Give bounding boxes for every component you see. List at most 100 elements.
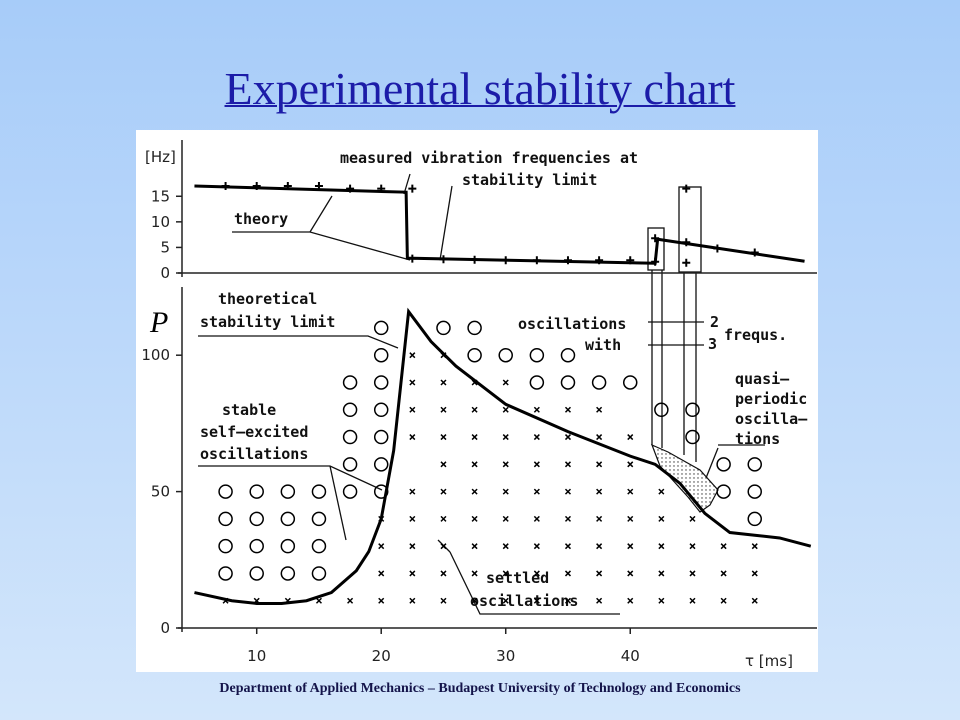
cross-marker xyxy=(596,461,603,468)
cross-marker xyxy=(751,597,758,604)
plus-marker xyxy=(283,182,292,191)
annotation: oscillations xyxy=(200,445,308,463)
y-tick-label: 50 xyxy=(151,483,170,501)
cross-marker xyxy=(720,597,727,604)
annotation: theory xyxy=(234,210,288,228)
cross-marker xyxy=(564,515,572,522)
plus-marker xyxy=(563,256,572,265)
circle-marker xyxy=(280,538,296,554)
cross-marker xyxy=(471,379,478,386)
cross-marker xyxy=(596,597,603,604)
cross-marker xyxy=(751,543,758,550)
cross-marker xyxy=(471,461,478,468)
cross-marker xyxy=(658,597,665,604)
circle-marker xyxy=(560,347,576,363)
plus-marker xyxy=(532,256,541,265)
cross-marker xyxy=(378,597,385,604)
circle-marker xyxy=(373,457,389,472)
cross-marker xyxy=(440,543,447,550)
circle-marker xyxy=(342,484,358,499)
annotation: tions xyxy=(735,430,780,448)
circle-marker xyxy=(654,402,669,418)
cross-marker xyxy=(409,543,416,550)
x-tick-label: 20 xyxy=(372,647,391,665)
cross-marker xyxy=(627,515,634,522)
cross-marker xyxy=(596,488,603,495)
cross-marker xyxy=(502,406,509,413)
plus-marker xyxy=(651,257,660,266)
cross-marker xyxy=(440,379,447,386)
plus-marker xyxy=(470,255,479,264)
cross-marker xyxy=(409,406,416,413)
circle-marker xyxy=(373,484,389,499)
cross-marker xyxy=(253,597,260,604)
plus-marker xyxy=(682,238,691,247)
circle-marker xyxy=(591,375,607,390)
cross-marker xyxy=(533,461,540,468)
plus-marker xyxy=(221,182,230,191)
cross-marker xyxy=(533,434,540,441)
cross-marker xyxy=(222,597,229,604)
circle-marker xyxy=(747,457,762,472)
cross-marker xyxy=(720,570,727,577)
slide-title: Experimental stability chart xyxy=(224,63,736,114)
circle-marker xyxy=(249,566,264,581)
cross-marker xyxy=(689,543,696,550)
plus-marker xyxy=(408,184,417,193)
circle-marker xyxy=(436,320,451,336)
circle-marker xyxy=(311,566,327,581)
plus-marker xyxy=(377,184,386,193)
cross-marker xyxy=(409,488,416,495)
plus-marker xyxy=(439,255,448,264)
y-tick-label: 10 xyxy=(151,213,170,231)
y-tick-label: 100 xyxy=(141,346,170,364)
circle-marker xyxy=(747,484,762,499)
cross-marker xyxy=(658,488,665,495)
cross-marker xyxy=(564,570,572,577)
circle-marker xyxy=(342,402,358,418)
annotation: stability limit xyxy=(462,171,597,189)
cross-marker xyxy=(440,515,447,522)
x-axis-label: τ [ms] xyxy=(745,652,793,670)
plus-marker xyxy=(682,184,691,193)
cross-marker xyxy=(502,570,509,577)
plus-marker xyxy=(682,258,691,267)
leaders xyxy=(198,173,765,615)
cross-marker xyxy=(689,515,696,522)
y-axis-label: P xyxy=(149,306,168,339)
circle-marker xyxy=(218,484,233,499)
cross-marker xyxy=(409,515,416,522)
cross-marker xyxy=(533,515,540,522)
cross-marker xyxy=(347,597,354,604)
x-tick-label: 10 xyxy=(247,647,266,665)
plus-marker xyxy=(408,254,417,263)
circle-marker xyxy=(280,566,296,581)
cross-marker xyxy=(564,461,572,468)
circle-marker xyxy=(280,511,296,527)
cross-marker xyxy=(471,543,478,550)
annotation: periodic xyxy=(735,390,807,408)
y-tick-label: 5 xyxy=(160,238,170,256)
cross-marker xyxy=(502,515,509,522)
curve xyxy=(194,184,805,265)
cross-marker xyxy=(658,570,665,577)
annotations: measured vibration frequencies at stabil… xyxy=(145,148,808,670)
circle-marker xyxy=(342,457,358,472)
circle-marker xyxy=(311,484,327,499)
cross-marker xyxy=(409,379,416,386)
circle-marker xyxy=(622,375,638,390)
cross-marker xyxy=(471,434,478,441)
plus-marker xyxy=(501,256,510,265)
cross-marker xyxy=(440,406,447,413)
cross-marker xyxy=(440,434,447,441)
plus-marker xyxy=(595,256,604,265)
annotation: theoretical xyxy=(218,290,317,308)
cross-marker xyxy=(596,570,603,577)
x-tick-label: 30 xyxy=(496,647,515,665)
cross-marker xyxy=(502,434,509,441)
circle-marker xyxy=(218,566,233,581)
cross-marker xyxy=(658,515,665,522)
cross-marker xyxy=(596,515,603,522)
